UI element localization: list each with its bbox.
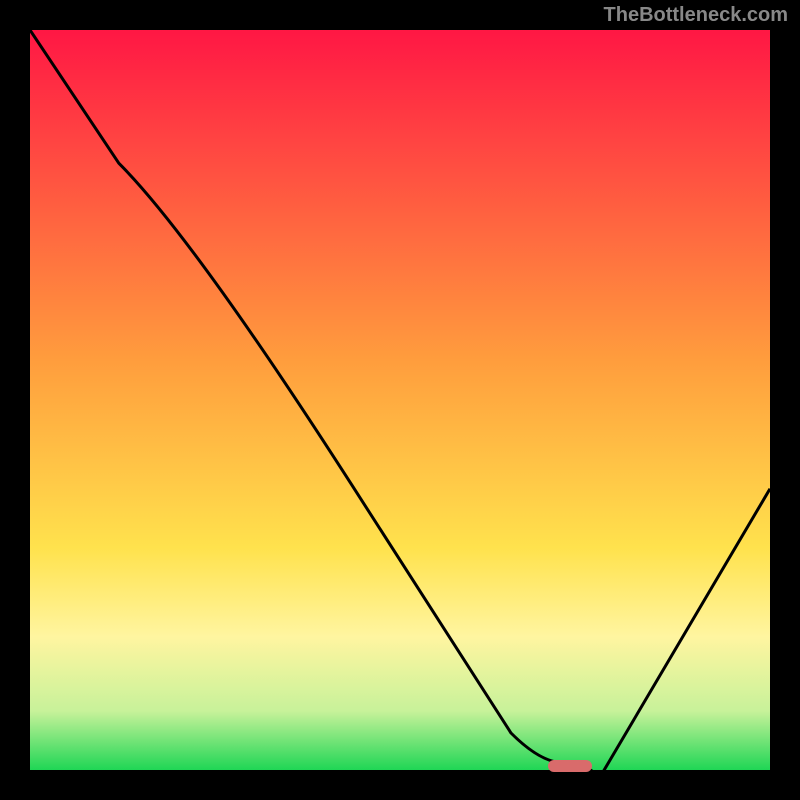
- plot-area: [30, 30, 770, 770]
- optimal-marker: [548, 760, 592, 772]
- curve-svg: [30, 30, 770, 770]
- bottleneck-curve: [30, 30, 770, 770]
- watermark-text: TheBottleneck.com: [604, 4, 788, 27]
